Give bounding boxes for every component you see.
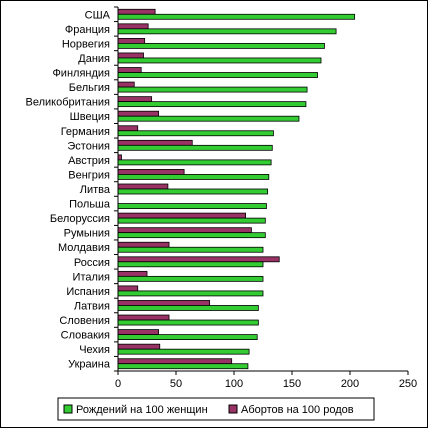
bar-births (117, 275, 264, 282)
bar-abortions (117, 110, 159, 117)
bar-abortions (117, 270, 148, 277)
bar-births (117, 72, 318, 78)
bar-births (117, 305, 259, 311)
category-label: Венгрия (68, 169, 110, 181)
category-label: Испания (66, 286, 110, 298)
bar-abortions (117, 125, 139, 132)
legend-box (57, 397, 375, 421)
legend-label-births: Рождений на 100 женщин (76, 404, 208, 416)
bar-births (117, 174, 270, 180)
bar-births (117, 28, 337, 35)
category-label: Дания (78, 53, 110, 65)
bar-births (117, 319, 259, 326)
bar-births (117, 217, 266, 224)
bar-abortions (117, 23, 149, 30)
bar-abortions (117, 38, 146, 44)
legend-label-abortions: Абортов на 100 родов (241, 404, 354, 416)
category-label: Словакия (61, 330, 110, 342)
bar-abortions (117, 256, 280, 263)
bar-births (117, 144, 273, 151)
category-label: Литва (80, 184, 111, 196)
category-label: Австрия (68, 155, 110, 167)
category-label: Чехия (79, 344, 110, 356)
category-label: Великобритания (26, 97, 111, 109)
bar-births (117, 115, 300, 122)
legend-swatch-births (63, 404, 73, 414)
category-label: Россия (74, 257, 110, 269)
bar-abortions (117, 81, 135, 88)
category-label: Франция (65, 24, 110, 36)
category-label: Польша (69, 199, 111, 211)
bar-births (117, 348, 250, 355)
category-label: Швеция (70, 111, 110, 123)
x-tick-label: 200 (341, 378, 359, 390)
bar-abortions (117, 169, 185, 175)
bar-abortions (117, 212, 246, 219)
x-tick-label: 0 (115, 378, 121, 390)
bar-births (117, 363, 249, 370)
bar-abortions (117, 96, 153, 103)
bar-abortions (117, 154, 122, 161)
x-tick-label: 50 (170, 378, 182, 390)
category-label: Украина (68, 359, 111, 371)
bar-abortions (117, 343, 161, 350)
bar-births (117, 13, 356, 20)
category-label: Белоруссия (50, 213, 110, 225)
bar-births (117, 203, 267, 209)
x-tick-label: 150 (283, 378, 301, 390)
category-label: Бельгия (69, 82, 110, 94)
bar-births (117, 232, 266, 239)
category-label: США (85, 9, 111, 21)
bar-births (117, 101, 307, 108)
bar-abortions (117, 329, 159, 336)
legend: Рождений на 100 женщин Абортов на 100 ро… (57, 397, 375, 421)
bar-abortions (117, 300, 211, 306)
bar-births (117, 57, 322, 64)
bar-abortions (117, 241, 170, 248)
category-label: Эстония (67, 140, 110, 152)
bar-abortions (117, 358, 233, 365)
bar-births (117, 261, 264, 268)
category-label: Словения (59, 315, 110, 327)
bar-abortions (117, 227, 252, 234)
bar-abortions (117, 285, 139, 292)
bar-abortions (117, 52, 144, 59)
category-label: Германия (61, 126, 110, 138)
x-tick-label: 250 (399, 378, 417, 390)
bar-births (117, 188, 269, 195)
bar-births (117, 43, 325, 49)
plot-area: США Франция Норвегия Дания Финляндия Бельгия В… (26, 6, 417, 390)
bar-births (117, 86, 308, 93)
bar-births (117, 290, 264, 297)
bar-abortions (117, 314, 170, 321)
category-label: Италия (73, 271, 111, 283)
bar-births (117, 334, 258, 341)
category-label: Румыния (64, 228, 110, 240)
bar-abortions (117, 139, 193, 146)
bar-births (117, 246, 264, 253)
category-label: Молдавия (58, 242, 110, 254)
category-label: Финляндия (52, 68, 110, 80)
bar-abortions (117, 8, 156, 15)
bar-abortions (117, 67, 142, 73)
bar-births (117, 159, 272, 166)
bar-abortions (117, 183, 169, 190)
legend-swatch-abortions (228, 404, 238, 414)
category-label: Латвия (74, 300, 110, 312)
bar-births (117, 130, 274, 137)
x-tick-label: 100 (225, 378, 243, 390)
category-label: Норвегия (62, 38, 110, 50)
